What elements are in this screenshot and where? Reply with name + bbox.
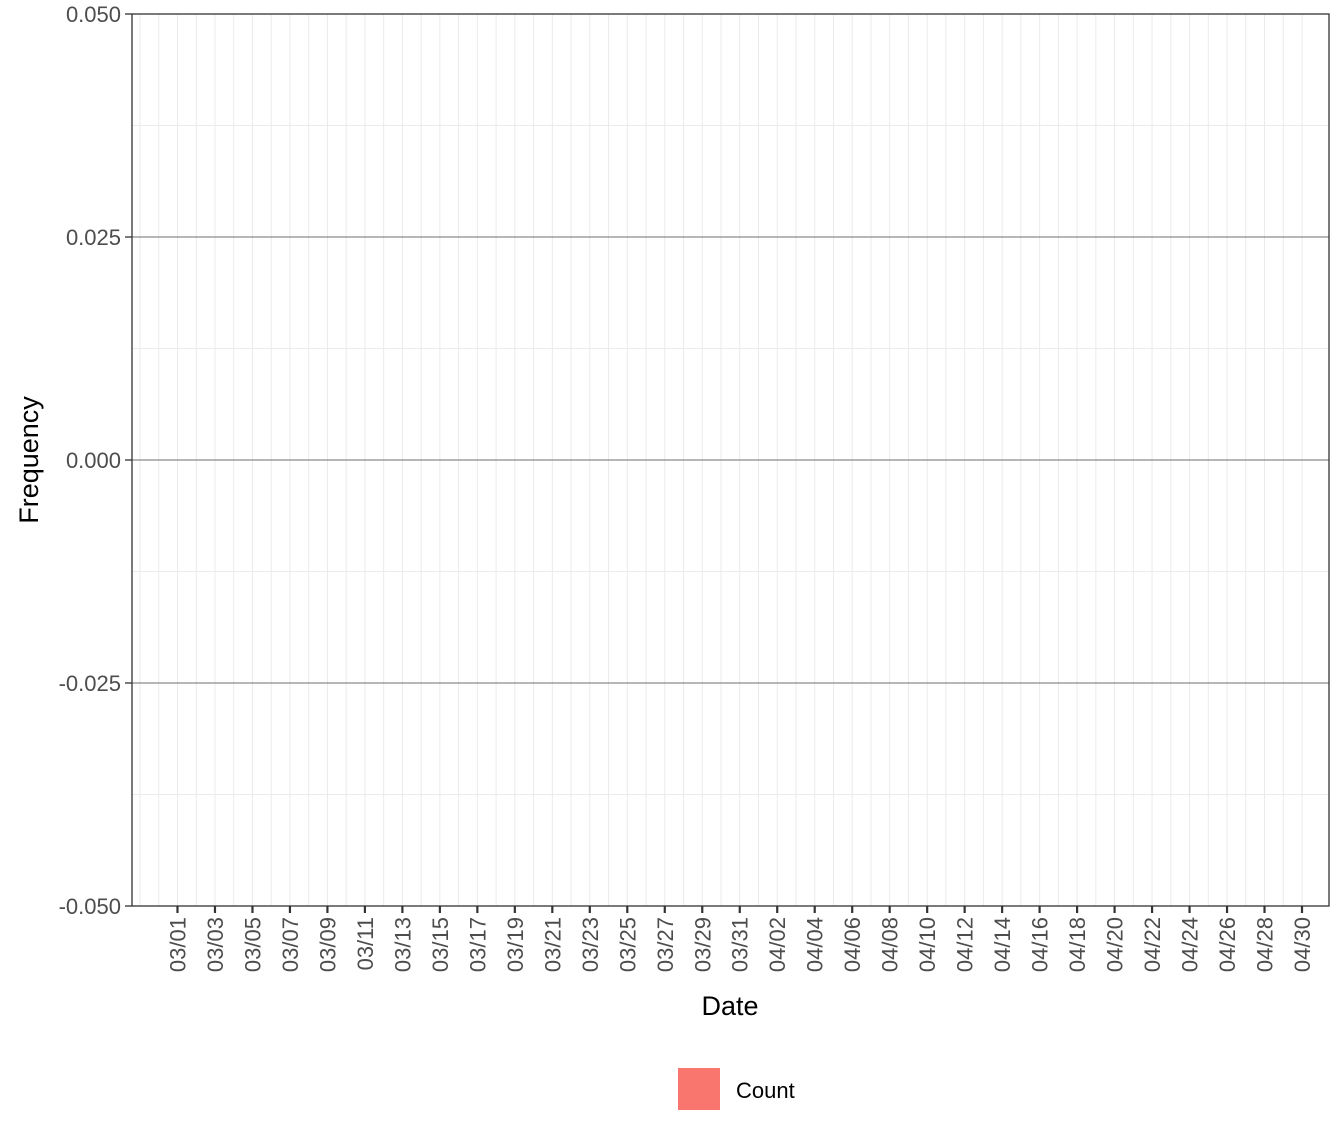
y-tick-label: -0.050 [59, 894, 121, 919]
x-tick-label: 04/22 [1140, 917, 1165, 972]
x-tick-label: 03/29 [690, 917, 715, 972]
x-tick-label: 03/27 [653, 917, 678, 972]
x-tick-label: 03/09 [315, 917, 340, 972]
x-tick-label: 03/13 [390, 917, 415, 972]
legend: Count [678, 1068, 795, 1110]
y-tick-label: 0.000 [66, 448, 121, 473]
x-tick-label: 04/06 [840, 917, 865, 972]
x-tick-label: 04/04 [803, 917, 828, 972]
x-tick-label: 04/18 [1065, 917, 1090, 972]
y-tick-label: 0.025 [66, 225, 121, 250]
x-tick-label: 04/20 [1103, 917, 1128, 972]
x-tick-label: 03/23 [578, 917, 603, 972]
x-tick-label: 04/24 [1178, 917, 1203, 972]
x-tick-label: 04/30 [1290, 917, 1315, 972]
x-tick-label: 04/08 [878, 917, 903, 972]
grid-major-y [132, 236, 1329, 684]
x-tick-label: 04/16 [1028, 917, 1053, 972]
x-tick-label: 04/02 [765, 917, 790, 972]
x-tick-label: 03/01 [165, 917, 190, 972]
y-tick-label: -0.025 [59, 671, 121, 696]
x-tick-label: 03/21 [540, 917, 565, 972]
legend-label-count: Count [736, 1078, 795, 1103]
y-axis-title: Frequency [14, 396, 44, 524]
x-tick-label: 03/17 [465, 917, 490, 972]
x-tick-label: 03/19 [503, 917, 528, 972]
grid-minor-y [132, 125, 1329, 795]
x-tick-label: 04/14 [990, 917, 1015, 972]
legend-key-count [678, 1068, 720, 1110]
x-axis-ticks: 03/01 03/03 03/05 03/07 03/09 03/11 03/13 03/15… [165, 906, 1315, 972]
x-tick-label: 04/12 [953, 917, 978, 972]
x-tick-label: 03/15 [428, 917, 453, 972]
x-tick-label: 04/26 [1215, 917, 1240, 972]
x-tick-label: 03/05 [240, 917, 265, 972]
x-tick-label: 03/07 [278, 917, 303, 972]
y-tick-label: 0.050 [66, 2, 121, 27]
x-tick-label: 03/31 [728, 917, 753, 972]
x-tick-label: 03/03 [203, 917, 228, 972]
x-tick-label: 04/10 [915, 917, 940, 972]
x-tick-label: 03/11 [353, 917, 378, 970]
y-axis-ticks: 0.050 0.025 0.000 -0.025 -0.050 [59, 2, 132, 919]
x-tick-label: 03/25 [615, 917, 640, 972]
x-tick-label: 04/28 [1253, 917, 1278, 972]
x-axis-title: Date [701, 991, 758, 1021]
